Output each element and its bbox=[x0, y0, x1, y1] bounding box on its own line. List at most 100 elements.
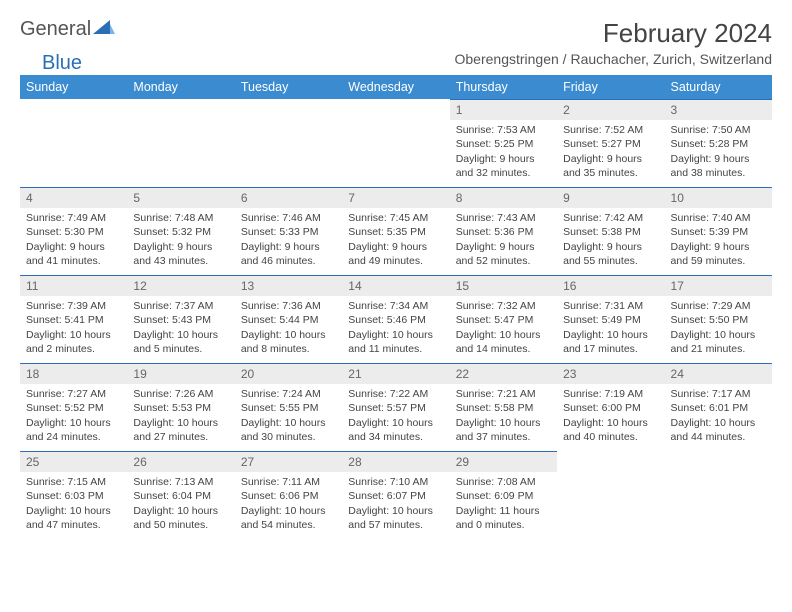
calendar-week-row: 4Sunrise: 7:49 AMSunset: 5:30 PMDaylight… bbox=[20, 187, 772, 275]
day-details: Sunrise: 7:49 AMSunset: 5:30 PMDaylight:… bbox=[20, 208, 127, 274]
day-number: 21 bbox=[342, 363, 449, 384]
day-details: Sunrise: 7:08 AMSunset: 6:09 PMDaylight:… bbox=[450, 472, 557, 538]
day-detail-line: Daylight: 10 hours bbox=[241, 504, 336, 518]
day-number: 29 bbox=[450, 451, 557, 472]
day-detail-line: Daylight: 9 hours bbox=[563, 152, 658, 166]
calendar-day-cell bbox=[665, 451, 772, 539]
calendar-day-cell: 10Sunrise: 7:40 AMSunset: 5:39 PMDayligh… bbox=[665, 187, 772, 275]
day-detail-line: and 59 minutes. bbox=[671, 254, 766, 268]
calendar-week-row: 25Sunrise: 7:15 AMSunset: 6:03 PMDayligh… bbox=[20, 451, 772, 539]
calendar-day-cell: 14Sunrise: 7:34 AMSunset: 5:46 PMDayligh… bbox=[342, 275, 449, 363]
calendar-day-cell: 8Sunrise: 7:43 AMSunset: 5:36 PMDaylight… bbox=[450, 187, 557, 275]
calendar-day-cell: 1Sunrise: 7:53 AMSunset: 5:25 PMDaylight… bbox=[450, 99, 557, 187]
day-detail-line: Daylight: 10 hours bbox=[26, 328, 121, 342]
day-detail-line: Sunset: 6:04 PM bbox=[133, 489, 228, 503]
day-detail-line: Daylight: 10 hours bbox=[456, 328, 551, 342]
day-number: 18 bbox=[20, 363, 127, 384]
day-detail-line: Sunrise: 7:21 AM bbox=[456, 387, 551, 401]
day-number: 8 bbox=[450, 187, 557, 208]
day-detail-line: Sunrise: 7:29 AM bbox=[671, 299, 766, 313]
day-header: Saturday bbox=[665, 75, 772, 99]
day-details: Sunrise: 7:10 AMSunset: 6:07 PMDaylight:… bbox=[342, 472, 449, 538]
day-details: Sunrise: 7:53 AMSunset: 5:25 PMDaylight:… bbox=[450, 120, 557, 186]
day-detail-line: and 40 minutes. bbox=[563, 430, 658, 444]
day-detail-line: and 32 minutes. bbox=[456, 166, 551, 180]
day-detail-line: Daylight: 10 hours bbox=[241, 328, 336, 342]
day-detail-line: Sunset: 5:35 PM bbox=[348, 225, 443, 239]
day-detail-line: Sunset: 5:38 PM bbox=[563, 225, 658, 239]
day-number: 2 bbox=[557, 99, 664, 120]
day-detail-line: Sunrise: 7:17 AM bbox=[671, 387, 766, 401]
day-details: Sunrise: 7:11 AMSunset: 6:06 PMDaylight:… bbox=[235, 472, 342, 538]
day-detail-line: Sunrise: 7:22 AM bbox=[348, 387, 443, 401]
day-number: 26 bbox=[127, 451, 234, 472]
day-detail-line: Sunrise: 7:40 AM bbox=[671, 211, 766, 225]
day-detail-line: Daylight: 9 hours bbox=[348, 240, 443, 254]
day-detail-line: and 37 minutes. bbox=[456, 430, 551, 444]
day-detail-line: and 17 minutes. bbox=[563, 342, 658, 356]
calendar-day-cell: 19Sunrise: 7:26 AMSunset: 5:53 PMDayligh… bbox=[127, 363, 234, 451]
day-detail-line: and 2 minutes. bbox=[26, 342, 121, 356]
day-detail-line: and 55 minutes. bbox=[563, 254, 658, 268]
day-number: 9 bbox=[557, 187, 664, 208]
day-detail-line: Sunrise: 7:39 AM bbox=[26, 299, 121, 313]
day-details: Sunrise: 7:29 AMSunset: 5:50 PMDaylight:… bbox=[665, 296, 772, 362]
header: General February 2024 bbox=[20, 18, 772, 49]
day-detail-line: Sunset: 5:46 PM bbox=[348, 313, 443, 327]
day-details: Sunrise: 7:42 AMSunset: 5:38 PMDaylight:… bbox=[557, 208, 664, 274]
calendar-day-cell: 23Sunrise: 7:19 AMSunset: 6:00 PMDayligh… bbox=[557, 363, 664, 451]
day-detail-line: and 5 minutes. bbox=[133, 342, 228, 356]
calendar-day-cell bbox=[342, 99, 449, 187]
day-detail-line: Daylight: 10 hours bbox=[348, 328, 443, 342]
day-detail-line: Sunset: 5:55 PM bbox=[241, 401, 336, 415]
day-details: Sunrise: 7:43 AMSunset: 5:36 PMDaylight:… bbox=[450, 208, 557, 274]
calendar-day-cell: 6Sunrise: 7:46 AMSunset: 5:33 PMDaylight… bbox=[235, 187, 342, 275]
day-number: 3 bbox=[665, 99, 772, 120]
day-detail-line: Daylight: 10 hours bbox=[563, 328, 658, 342]
day-detail-line: Sunrise: 7:32 AM bbox=[456, 299, 551, 313]
calendar-day-cell bbox=[557, 451, 664, 539]
day-detail-line: Daylight: 10 hours bbox=[133, 504, 228, 518]
day-detail-line: Sunrise: 7:43 AM bbox=[456, 211, 551, 225]
day-detail-line: Sunrise: 7:31 AM bbox=[563, 299, 658, 313]
day-detail-line: and 21 minutes. bbox=[671, 342, 766, 356]
day-detail-line: and 24 minutes. bbox=[26, 430, 121, 444]
day-detail-line: Sunset: 6:06 PM bbox=[241, 489, 336, 503]
day-detail-line: and 0 minutes. bbox=[456, 518, 551, 532]
day-detail-line: Daylight: 10 hours bbox=[133, 416, 228, 430]
day-detail-line: and 57 minutes. bbox=[348, 518, 443, 532]
day-detail-line: Sunrise: 7:45 AM bbox=[348, 211, 443, 225]
day-header: Sunday bbox=[20, 75, 127, 99]
day-detail-line: and 8 minutes. bbox=[241, 342, 336, 356]
day-detail-line: and 14 minutes. bbox=[456, 342, 551, 356]
day-detail-line: Daylight: 9 hours bbox=[26, 240, 121, 254]
day-details: Sunrise: 7:15 AMSunset: 6:03 PMDaylight:… bbox=[20, 472, 127, 538]
day-detail-line: Sunset: 5:32 PM bbox=[133, 225, 228, 239]
day-details: Sunrise: 7:34 AMSunset: 5:46 PMDaylight:… bbox=[342, 296, 449, 362]
day-detail-line: Daylight: 10 hours bbox=[241, 416, 336, 430]
day-detail-line: Sunrise: 7:49 AM bbox=[26, 211, 121, 225]
day-detail-line: Daylight: 10 hours bbox=[133, 328, 228, 342]
calendar-week-row: 18Sunrise: 7:27 AMSunset: 5:52 PMDayligh… bbox=[20, 363, 772, 451]
day-detail-line: Sunset: 5:30 PM bbox=[26, 225, 121, 239]
day-detail-line: Sunset: 5:47 PM bbox=[456, 313, 551, 327]
calendar-day-cell: 15Sunrise: 7:32 AMSunset: 5:47 PMDayligh… bbox=[450, 275, 557, 363]
calendar-day-cell: 17Sunrise: 7:29 AMSunset: 5:50 PMDayligh… bbox=[665, 275, 772, 363]
calendar-day-cell: 16Sunrise: 7:31 AMSunset: 5:49 PMDayligh… bbox=[557, 275, 664, 363]
day-details: Sunrise: 7:40 AMSunset: 5:39 PMDaylight:… bbox=[665, 208, 772, 274]
day-detail-line: and 49 minutes. bbox=[348, 254, 443, 268]
day-detail-line: Daylight: 10 hours bbox=[348, 416, 443, 430]
day-detail-line: Sunset: 6:01 PM bbox=[671, 401, 766, 415]
triangle-icon bbox=[93, 18, 115, 41]
calendar-day-cell: 11Sunrise: 7:39 AMSunset: 5:41 PMDayligh… bbox=[20, 275, 127, 363]
day-detail-line: and 43 minutes. bbox=[133, 254, 228, 268]
day-detail-line: and 30 minutes. bbox=[241, 430, 336, 444]
day-detail-line: Daylight: 11 hours bbox=[456, 504, 551, 518]
day-detail-line: Daylight: 10 hours bbox=[26, 504, 121, 518]
calendar-day-cell: 27Sunrise: 7:11 AMSunset: 6:06 PMDayligh… bbox=[235, 451, 342, 539]
day-detail-line: Sunrise: 7:42 AM bbox=[563, 211, 658, 225]
calendar-day-cell: 5Sunrise: 7:48 AMSunset: 5:32 PMDaylight… bbox=[127, 187, 234, 275]
day-detail-line: Daylight: 10 hours bbox=[456, 416, 551, 430]
day-number: 14 bbox=[342, 275, 449, 296]
day-number: 27 bbox=[235, 451, 342, 472]
